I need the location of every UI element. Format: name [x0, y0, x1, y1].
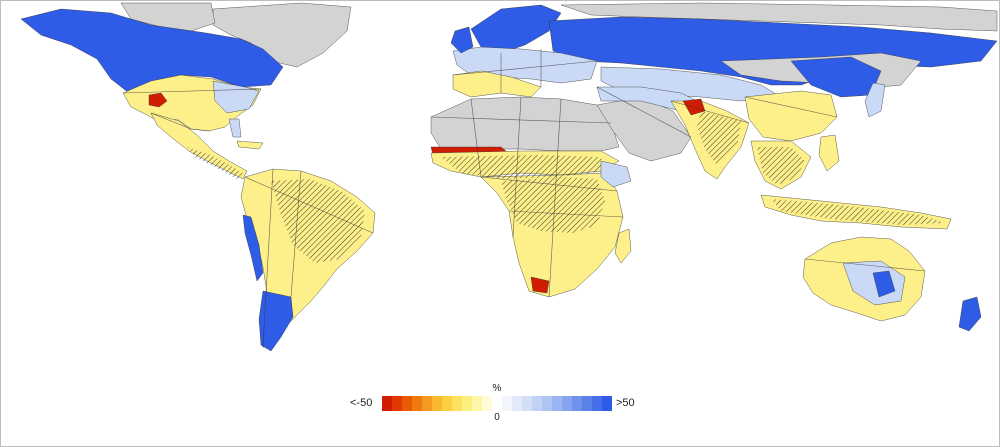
hatch-central-america: [187, 147, 245, 179]
florida: [228, 118, 242, 138]
uk-ireland: [450, 26, 474, 54]
legend-swatch: [562, 396, 572, 411]
legend-min-label: <-50: [350, 397, 373, 409]
legend-max-label: >50: [616, 397, 635, 409]
legend-swatch: [572, 396, 582, 411]
horn-africa-inc: [600, 160, 632, 188]
legend-swatch: [602, 396, 612, 411]
legend-swatch: [522, 396, 532, 411]
greenland: [212, 2, 352, 68]
legend-swatch: [512, 396, 522, 411]
legend-swatch: [462, 396, 472, 411]
legend-swatch: [452, 396, 462, 411]
eurasia-north: [450, 2, 998, 102]
madagascar: [614, 228, 632, 264]
iberia-italy: [452, 70, 542, 98]
legend-swatch: [482, 396, 492, 411]
legend-swatch: [542, 396, 552, 411]
north-india-hotspot: [682, 98, 706, 116]
legend-swatch: [582, 396, 592, 411]
legend-unit-label: %: [492, 383, 502, 394]
andes-strip: [242, 214, 264, 282]
cuba: [236, 140, 264, 150]
legend-swatch: [432, 396, 442, 411]
legend-swatch: [442, 396, 452, 411]
hatch-india: [697, 111, 741, 165]
legend-swatch: [392, 396, 402, 411]
legend-swatch: [532, 396, 542, 411]
hatch-amazon: [271, 179, 365, 263]
legend-swatch: [492, 396, 502, 411]
us-southwest-hotspot: [148, 92, 168, 108]
legend-swatch: [502, 396, 512, 411]
asia-south-east: [670, 56, 952, 230]
legend-swatch: [472, 396, 482, 411]
philippines: [818, 134, 840, 172]
australia-strong-inc: [872, 270, 896, 298]
south-africa-dec: [530, 276, 550, 294]
legend-swatch: [412, 396, 422, 411]
legend-zero-label: 0: [494, 412, 500, 423]
patagonia: [258, 290, 294, 352]
legend-swatch: [552, 396, 562, 411]
legend-swatch: [592, 396, 602, 411]
usa-east: [212, 80, 260, 114]
hatch-se-asia: [757, 147, 805, 185]
china: [744, 90, 838, 142]
africa: [430, 86, 702, 298]
hatch-indonesia: [771, 199, 945, 225]
legend-swatch: [422, 396, 432, 411]
north-america: [20, 2, 352, 180]
arctic-russia-nodata: [560, 2, 998, 32]
legend-color-bar: [382, 396, 612, 411]
south-america: [240, 168, 376, 352]
japan: [864, 82, 886, 118]
hatch-sahel: [441, 155, 605, 179]
oceania: [802, 236, 982, 332]
legend-swatch: [402, 396, 412, 411]
new-zealand: [958, 296, 982, 332]
scandinavia: [470, 4, 562, 54]
sahara-nodata: [430, 96, 620, 152]
hatch-central-africa: [501, 177, 605, 233]
country-borders: [122, 49, 926, 348]
legend-swatch: [382, 396, 392, 411]
